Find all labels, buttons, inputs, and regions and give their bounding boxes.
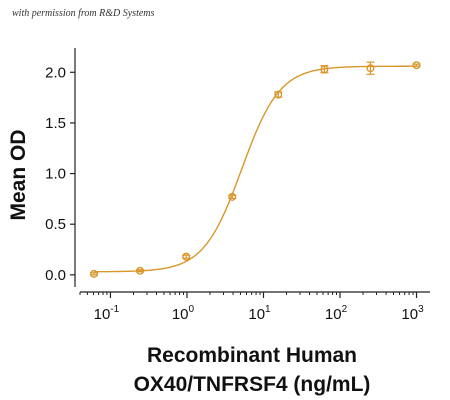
- x-tick-label: 102: [325, 304, 348, 323]
- fit-curve: [94, 65, 417, 273]
- x-tick-label: 103: [401, 304, 424, 323]
- data-point: [412, 61, 421, 70]
- x-axis-label-line2: OX40/TNFRSF4 (ng/mL): [134, 373, 371, 396]
- x-tick-label: 101: [248, 304, 271, 323]
- data-point: [274, 90, 283, 99]
- data-marker: [136, 266, 145, 275]
- data-marker: [228, 192, 237, 201]
- data-point: [90, 269, 99, 278]
- y-tick-label: 0.5: [45, 216, 66, 233]
- data-marker: [274, 90, 283, 99]
- y-tick-label: 2.0: [45, 64, 66, 81]
- data-point: [366, 61, 375, 75]
- data-point: [136, 266, 145, 275]
- data-marker: [412, 61, 421, 70]
- watermark-credit: with permission from R&D Systems: [12, 8, 155, 19]
- x-tick-label: 10-1: [94, 304, 120, 323]
- data-point: [320, 65, 329, 74]
- y-tick-label: 0.0: [45, 267, 66, 284]
- axes: 0.0 0.5 1.0 1.5 2.0 10-1 100 101 102 103: [45, 48, 430, 323]
- data-point: [228, 192, 237, 201]
- data-marker: [320, 65, 329, 74]
- x-axis-label-line1: Recombinant Human: [147, 344, 357, 367]
- y-tick-label: 1.5: [45, 115, 66, 132]
- x-tick-label: 100: [172, 304, 195, 323]
- data-points-group: [90, 61, 421, 278]
- data-marker: [182, 252, 191, 261]
- y-tick-label: 1.0: [45, 166, 66, 183]
- y-axis-label: Mean OD: [7, 129, 30, 220]
- data-point: [182, 252, 191, 261]
- data-marker: [90, 269, 99, 278]
- fit-curve-group: [94, 65, 417, 273]
- data-marker: [366, 64, 375, 73]
